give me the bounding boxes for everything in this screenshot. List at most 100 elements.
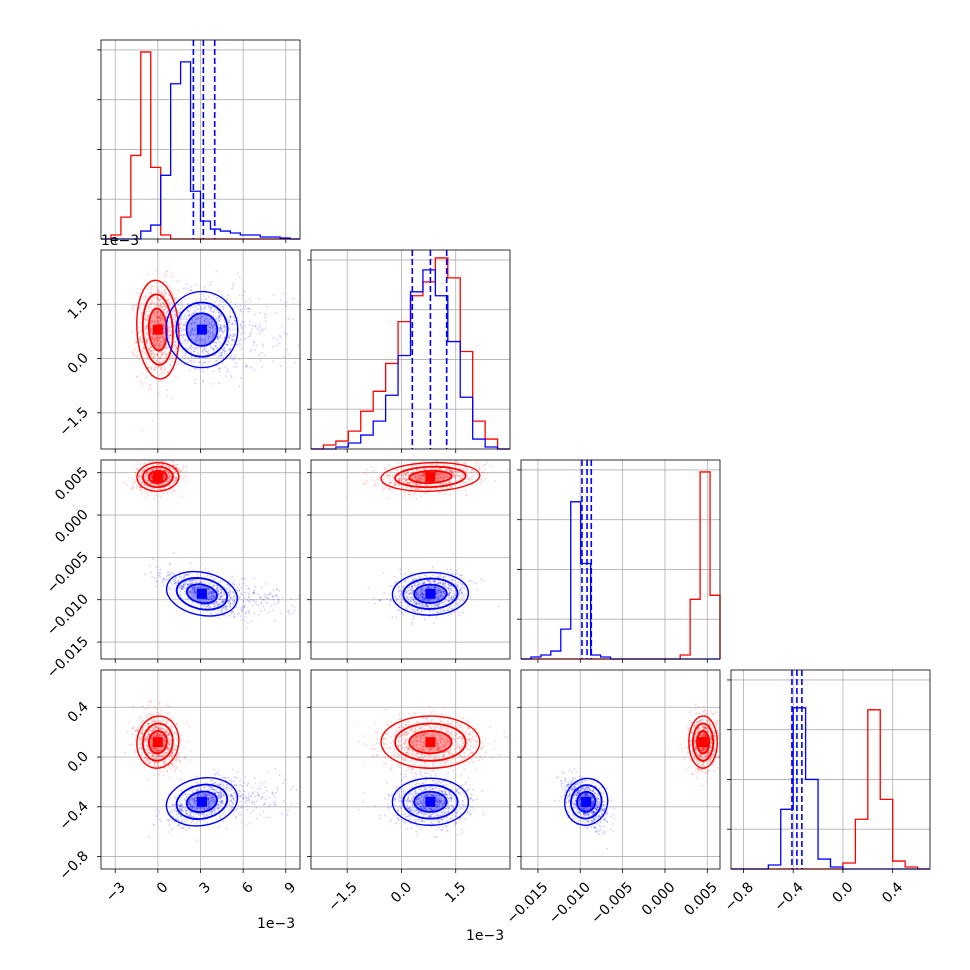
y-tick-label: −0.015: [44, 634, 92, 682]
red-density-peak: [698, 737, 709, 748]
red-contour: [136, 715, 180, 769]
blue-density-peak: [196, 796, 207, 807]
x-tick-label: 0.005: [681, 879, 721, 919]
panel-frame: [730, 669, 931, 870]
blue-histogram-3: [731, 707, 930, 870]
y-tick-label: −0.010: [44, 591, 92, 639]
red-histogram-2: [521, 471, 721, 660]
red-contour: [394, 465, 467, 489]
scatter-panel-3-1: [310, 669, 511, 870]
red-contour: [688, 715, 718, 769]
scatter-points: [346, 460, 510, 626]
hist-panel-2: [517, 459, 721, 660]
red-contour: [142, 465, 174, 489]
panel-frame: [520, 669, 721, 870]
scatter-points: [553, 703, 720, 850]
red-contour: [696, 730, 711, 755]
panel-frame: [310, 669, 511, 870]
x-tick-label: 0: [154, 879, 172, 897]
x-tick-label: −0.8: [722, 879, 757, 914]
blue-density-peak: [196, 324, 207, 335]
blue-point-cloud: [144, 552, 300, 629]
blue-contour: [569, 784, 603, 820]
scatter-panel-3-0: [100, 669, 301, 870]
x-offset-label-param0: 1e−3: [257, 916, 295, 932]
blue-contour: [165, 777, 239, 827]
blue-contour: [402, 577, 459, 610]
x-tick-label: 1.5: [442, 879, 469, 906]
red-contour: [141, 722, 174, 762]
blue-contour: [564, 777, 609, 826]
red-contour: [408, 469, 453, 484]
x-tick-label: −0.015: [504, 879, 552, 927]
hist-panel-1: [307, 249, 511, 450]
blue-contour: [391, 777, 470, 827]
panel-frame: [310, 249, 511, 450]
x-tick-label: −0.4: [771, 879, 806, 914]
x-tick-label: 0.0: [829, 879, 856, 906]
x-tick-label: 0.4: [879, 879, 906, 906]
panel-frame: [310, 459, 511, 660]
red-contour: [692, 722, 715, 762]
blue-contour: [165, 290, 239, 369]
red-density-peak: [152, 471, 163, 482]
blue-contour: [413, 790, 448, 813]
red-density-peak: [152, 324, 163, 335]
scatter-points: [122, 460, 300, 629]
x-tick-label: 9: [282, 879, 300, 897]
red-contour: [141, 293, 174, 366]
y-offset-label: 1e−3: [101, 233, 139, 249]
y-tick-label: −0.005: [44, 549, 92, 597]
x-tick-label: 6: [239, 879, 257, 897]
red-contour: [408, 730, 453, 755]
blue-density-peak: [581, 796, 592, 807]
red-contour: [147, 730, 168, 755]
blue-contour: [185, 583, 218, 605]
y-tick-label: −0.4: [56, 798, 91, 833]
y-tick-label: −1.5: [56, 404, 91, 439]
scatter-panel-2-0: [100, 459, 301, 660]
y-tick-label: 0.4: [65, 699, 92, 726]
blue-contour: [165, 570, 238, 617]
x-tick-label: −3: [103, 879, 129, 905]
x-tick-label: −1.5: [325, 879, 360, 914]
red-contour: [394, 722, 467, 762]
red-density-peak: [152, 737, 163, 748]
blue-histogram-1: [311, 269, 510, 450]
red-density-peak: [425, 471, 436, 482]
panel-frame: [520, 459, 721, 660]
x-offset-label-param1: 1e−3: [466, 928, 504, 944]
scatter-points: [124, 700, 300, 841]
blue-density-peak: [425, 588, 436, 599]
blue-contour: [413, 583, 448, 604]
x-tick-label: 0.0: [388, 879, 415, 906]
blue-density-peak: [425, 796, 436, 807]
blue-contour: [175, 783, 229, 820]
blue-point-cloud: [160, 270, 300, 388]
y-tick-label: 0.000: [52, 507, 92, 547]
blue-contour: [175, 301, 229, 358]
red-contour: [136, 462, 180, 492]
y-tick-label: 0.005: [52, 464, 92, 504]
blue-contour: [185, 312, 219, 347]
y-tick-label: −0.8: [56, 848, 91, 883]
red-contour: [380, 461, 481, 492]
x-tick-label: 3: [196, 879, 214, 897]
blue-contour: [185, 790, 219, 814]
y-tick-label: 0.0: [65, 749, 92, 776]
scatter-points: [116, 269, 300, 431]
x-tick-label: 0.000: [639, 879, 679, 919]
hist-panel-3: [727, 669, 931, 870]
red-contour: [380, 715, 481, 769]
blue-histogram-0: [101, 61, 300, 240]
blue-contour: [576, 790, 597, 813]
scatter-points: [356, 705, 508, 838]
blue-contour: [175, 577, 229, 611]
blue-contour: [391, 571, 470, 616]
blue-density-peak: [196, 588, 207, 599]
y-tick-label: 0.0: [65, 350, 92, 377]
red-histogram-3: [731, 709, 930, 870]
blue-contour: [402, 784, 459, 820]
red-density-peak: [425, 737, 436, 748]
